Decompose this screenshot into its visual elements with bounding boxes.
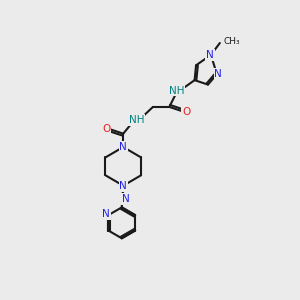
Text: N: N [206, 50, 214, 60]
Text: N: N [119, 181, 127, 191]
Text: N: N [214, 69, 222, 79]
Text: NH: NH [129, 115, 144, 125]
Text: CH₃: CH₃ [224, 37, 240, 46]
Text: N: N [122, 194, 130, 204]
Text: O: O [102, 124, 110, 134]
Text: N: N [119, 142, 127, 152]
Text: N: N [102, 209, 110, 220]
Text: O: O [182, 107, 190, 117]
Text: NH: NH [169, 85, 184, 96]
